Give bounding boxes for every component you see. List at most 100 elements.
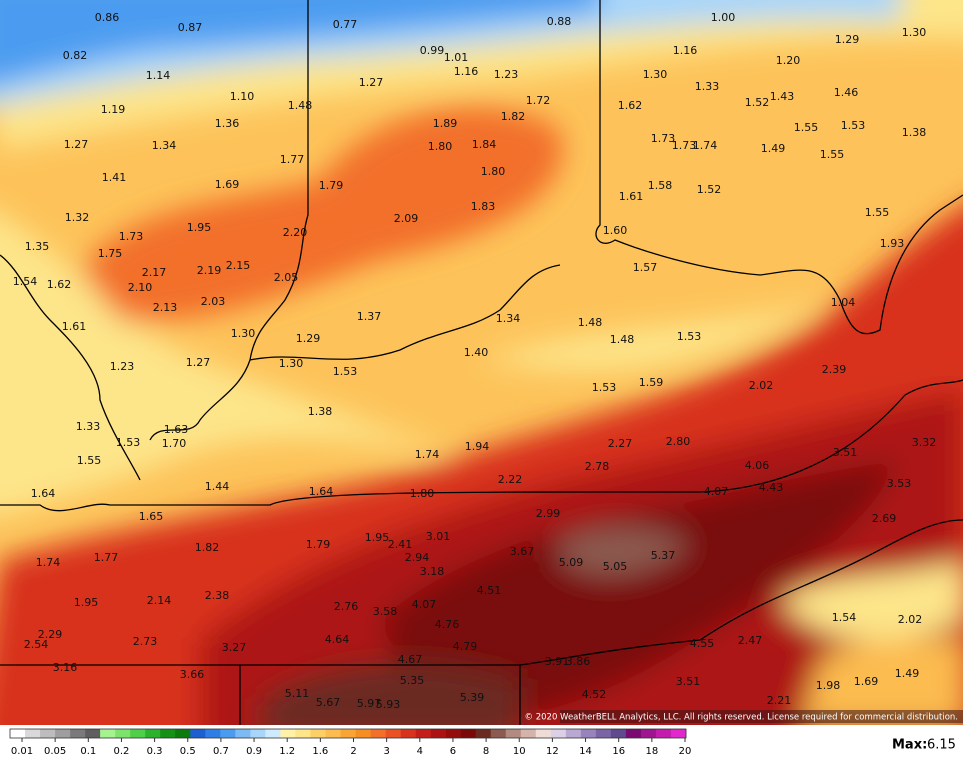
copyright-bg	[560, 710, 963, 723]
legend-tick-label: 8	[483, 746, 489, 757]
value-label: 1.33	[76, 420, 101, 433]
legend-swatch	[475, 729, 492, 738]
value-label: 0.77	[333, 18, 358, 31]
value-label: 1.16	[454, 65, 479, 78]
value-label: 3.66	[180, 668, 205, 681]
value-label: 2.05	[274, 271, 299, 284]
legend-tick-label: 0.5	[180, 746, 196, 757]
value-label: 1.73	[672, 139, 697, 152]
value-label: 2.27	[608, 437, 633, 450]
value-label: 0.88	[547, 15, 572, 28]
value-label: 1.55	[820, 148, 845, 161]
legend-swatch	[445, 729, 461, 738]
value-label: 0.86	[95, 11, 120, 24]
legend-tick-label: 3	[383, 746, 389, 757]
value-label: 1.44	[205, 480, 230, 493]
value-label: 1.27	[359, 76, 384, 89]
value-label: 4.67	[398, 653, 423, 666]
value-label: 2.22	[498, 473, 523, 486]
value-label: 1.37	[357, 310, 382, 323]
max-value: 6.15	[927, 738, 956, 753]
legend-swatch	[385, 729, 401, 738]
legend-swatch	[670, 729, 687, 738]
value-label: 1.40	[464, 346, 489, 359]
value-label: 1.32	[65, 211, 90, 224]
value-label: 3.53	[887, 477, 912, 490]
legend-swatch	[520, 729, 537, 738]
value-label: 1.95	[365, 531, 390, 544]
value-label: 1.30	[902, 26, 927, 39]
value-label: 1.33	[695, 80, 720, 93]
value-label: 1.58	[648, 179, 673, 192]
value-label: 1.54	[13, 275, 38, 288]
value-label: 1.98	[816, 679, 841, 692]
value-label: 1.57	[633, 261, 658, 274]
value-label: 1.48	[610, 333, 635, 346]
value-label: 1.80	[428, 140, 453, 153]
value-label: 3.32	[912, 436, 937, 449]
value-label: 3.86	[566, 655, 591, 668]
value-label: 5.39	[460, 691, 485, 704]
legend-swatch	[640, 729, 657, 738]
value-label: 1.59	[639, 376, 664, 389]
legend-frame	[9, 728, 687, 739]
copyright: © 2020 WeatherBELL Analytics, LLC. All r…	[525, 713, 958, 723]
value-label: 1.10	[230, 90, 255, 103]
value-label: 5.37	[651, 549, 676, 562]
value-label: 1.35	[25, 240, 50, 253]
legend-swatch	[580, 729, 597, 738]
value-label: 4.64	[325, 633, 350, 646]
value-label: 4.07	[704, 485, 729, 498]
value-label: 1.94	[465, 440, 490, 453]
value-label: 1.61	[62, 320, 87, 333]
value-label: 2.03	[201, 295, 226, 308]
value-label: 1.73	[119, 230, 144, 243]
value-label: 2.02	[898, 613, 923, 626]
legend-swatch	[190, 729, 206, 738]
value-label: 1.48	[578, 316, 603, 329]
legend-swatch	[70, 729, 86, 738]
value-label: 2.09	[394, 212, 419, 225]
value-label: 3.16	[53, 661, 78, 674]
value-label: 1.55	[77, 454, 102, 467]
value-label: 4.06	[745, 459, 770, 472]
legend-swatch	[460, 729, 476, 738]
value-label: 1.49	[895, 667, 920, 680]
value-label: 1.77	[94, 551, 119, 564]
value-label: 1.63	[164, 423, 189, 436]
value-label: 1.38	[902, 126, 927, 139]
legend-swatch	[490, 729, 507, 738]
legend-swatch	[175, 729, 191, 738]
value-label: 5.93	[376, 698, 401, 711]
value-label: 1.65	[139, 510, 164, 523]
value-label: 1.70	[162, 437, 187, 450]
value-label: 1.62	[47, 278, 72, 291]
legend-swatch	[100, 729, 116, 738]
legend-swatch	[535, 729, 552, 738]
value-label: 2.41	[388, 538, 413, 551]
legend-tick-label: 0.2	[113, 746, 129, 757]
value-labels: 0.86 0.87 0.77 0.88 1.00 1.29 1.30 0.82 0.991.01…	[13, 11, 937, 711]
value-label: 1.43	[770, 90, 795, 103]
value-label: 1.38	[308, 405, 333, 418]
value-label: 1.30	[231, 327, 256, 340]
legend-swatch	[625, 729, 642, 738]
legend-swatch	[310, 729, 326, 738]
value-label: 1.30	[279, 357, 304, 370]
value-label: 2.69	[872, 512, 897, 525]
value-label: 1.55	[794, 121, 819, 134]
legend-tick-label: 1.6	[312, 746, 328, 757]
value-label: 1.16	[673, 44, 698, 57]
legend-tick-label: 4	[417, 746, 423, 757]
legend: 0.01 0.05 0.1 0.2 0.3 0.5 0.7 0.9 1.2 1.6 2 3 4 6 8 10 1…	[9, 728, 691, 757]
legend-swatch	[355, 729, 371, 738]
value-label: 3.27	[222, 641, 247, 654]
legend-swatch	[565, 729, 582, 738]
value-label: 4.55	[690, 637, 715, 650]
value-label: 0.99	[420, 44, 445, 57]
value-label: 1.41	[102, 171, 127, 184]
value-label: 1.72	[526, 94, 551, 107]
value-label: 2.80	[666, 435, 691, 448]
legend-swatch	[505, 729, 522, 738]
value-label: 1.75	[98, 247, 123, 260]
